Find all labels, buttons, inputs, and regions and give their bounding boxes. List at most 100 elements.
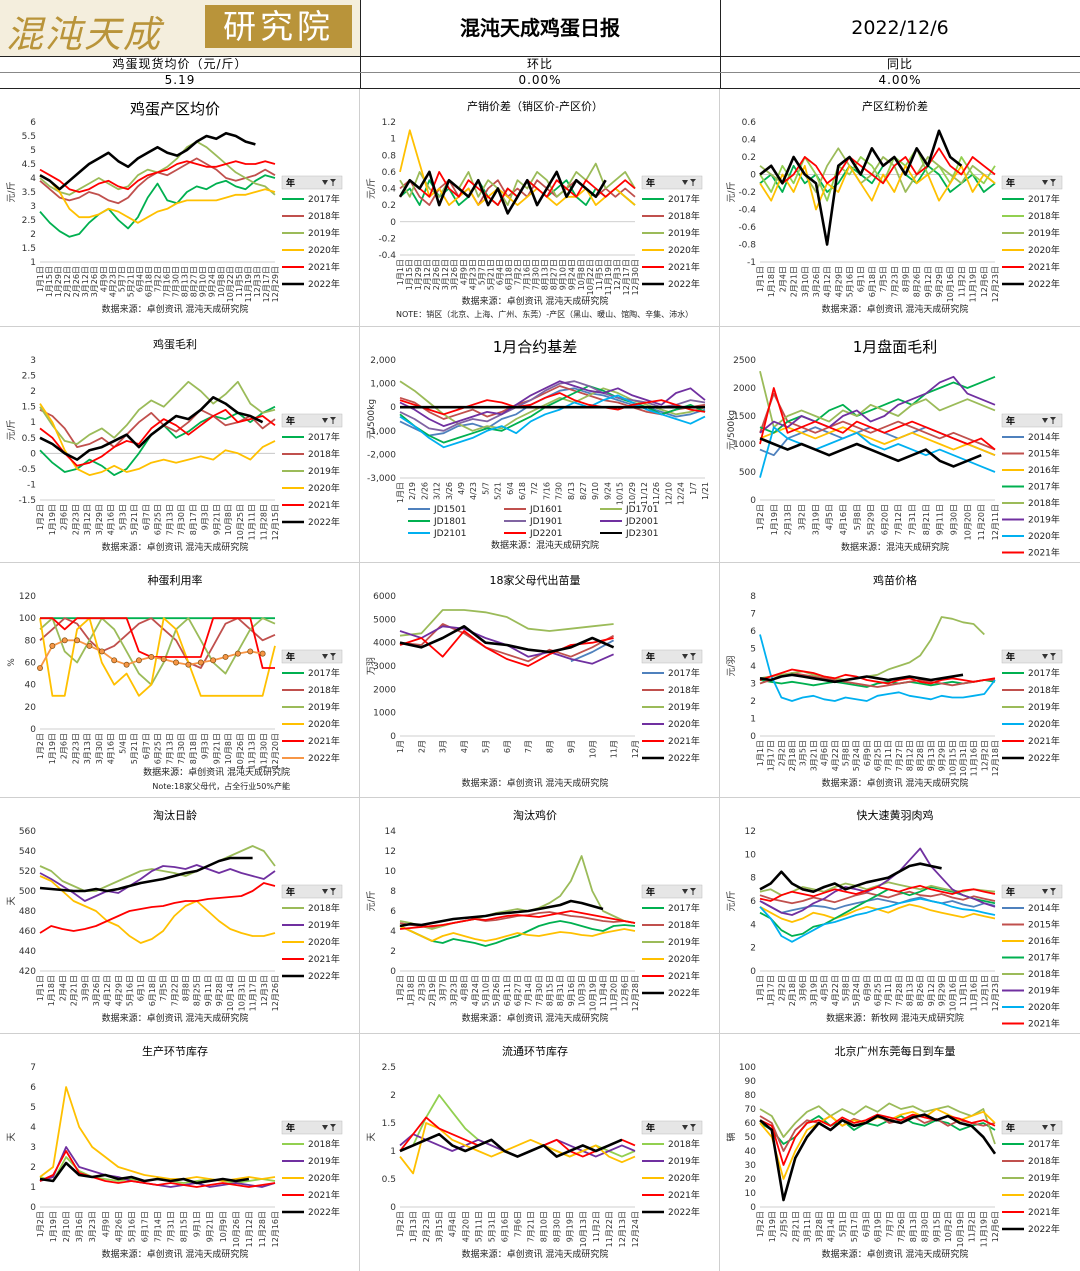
legend-label-2019[interactable]: 2019年 (668, 701, 700, 713)
legend-label-2022[interactable]: 2022年 (308, 516, 340, 528)
legend-label-2017[interactable]: 2017年 (308, 193, 340, 205)
legend-filter-box[interactable] (1001, 1120, 1063, 1135)
legend-filter-box[interactable] (641, 649, 703, 664)
legend-filter-box[interactable] (1001, 884, 1063, 899)
filter-icon[interactable] (322, 1124, 336, 1131)
filter-icon[interactable] (682, 888, 696, 895)
legend-filter-box[interactable] (641, 884, 703, 899)
legend-label-2019[interactable]: 2019年 (1028, 985, 1060, 997)
legend-label-2020[interactable]: 2020年 (668, 1172, 700, 1184)
legend-filter-box[interactable] (1001, 413, 1063, 428)
legend-label-2019[interactable]: 2019年 (668, 227, 700, 239)
legend-label-2018[interactable]: 2018年 (668, 210, 700, 222)
filter-icon[interactable] (682, 1124, 696, 1131)
legend-label-2021[interactable]: 2021年 (308, 735, 340, 747)
legend-label-2018[interactable]: 2018年 (1028, 1155, 1060, 1167)
legend-label-2021[interactable]: 2021年 (1028, 735, 1060, 747)
legend-label-2017[interactable]: 2017年 (1028, 193, 1060, 205)
legend-label-2019[interactable]: 2019年 (308, 701, 340, 713)
legend-label-jd2101[interactable]: JD2101 (433, 529, 467, 539)
legend-label-2022[interactable]: 2022年 (668, 1206, 700, 1218)
legend-label-jd2201[interactable]: JD2201 (529, 529, 563, 539)
legend-label-2018[interactable]: 2018年 (1028, 210, 1060, 222)
filter-icon[interactable] (1042, 179, 1056, 186)
legend-label-jd1501[interactable]: JD1501 (433, 505, 467, 515)
filter-icon[interactable] (1042, 653, 1056, 660)
legend-label-2020[interactable]: 2020年 (308, 1172, 340, 1184)
legend-label-2020[interactable]: 2020年 (308, 244, 340, 256)
filter-icon[interactable] (322, 653, 336, 660)
legend-label-2018[interactable]: 2018年 (1028, 684, 1060, 696)
legend-label-2018[interactable]: 2018年 (308, 684, 340, 696)
legend-label-2019[interactable]: 2019年 (308, 465, 340, 477)
legend-label-2021[interactable]: 2021年 (308, 499, 340, 511)
legend-label-2016[interactable]: 2016年 (1028, 464, 1060, 476)
legend-label-2018[interactable]: 2018年 (1028, 968, 1060, 980)
legend-label-jd2001[interactable]: JD2001 (625, 517, 659, 527)
legend-label-2014[interactable]: 2014年 (1028, 431, 1060, 443)
legend-label-2017[interactable]: 2017年 (1028, 667, 1060, 679)
legend-filter-box[interactable] (281, 413, 343, 428)
legend-label-2019[interactable]: 2019年 (668, 1155, 700, 1167)
legend-label-2021[interactable]: 2021年 (1028, 1018, 1060, 1030)
legend-label-2017[interactable]: 2017年 (1028, 481, 1060, 493)
legend-label-2021[interactable]: 2021年 (668, 1189, 700, 1201)
legend-label-2021[interactable]: 2021年 (668, 970, 700, 982)
legend-label-2022[interactable]: 2022年 (1028, 752, 1060, 764)
legend-label-2017[interactable]: 2017年 (1028, 1138, 1060, 1150)
legend-label-2017[interactable]: 2017年 (308, 431, 340, 443)
legend-label-2017[interactable]: 2017年 (668, 667, 700, 679)
legend-label-jd1701[interactable]: JD1701 (625, 505, 659, 515)
legend-label-2021[interactable]: 2021年 (1028, 261, 1060, 273)
legend-label-2018[interactable]: 2018年 (668, 919, 700, 931)
legend-filter-box[interactable] (281, 884, 343, 899)
legend-label-2018[interactable]: 2018年 (1028, 497, 1060, 509)
legend-label-2020[interactable]: 2020年 (1028, 244, 1060, 256)
legend-filter-box[interactable] (641, 175, 703, 190)
legend-label-2021[interactable]: 2021年 (668, 735, 700, 747)
legend-label-2021[interactable]: 2021年 (1028, 1206, 1060, 1218)
legend-label-2019[interactable]: 2019年 (668, 936, 700, 948)
filter-icon[interactable] (1042, 417, 1056, 424)
legend-filter-box[interactable] (641, 1120, 703, 1135)
legend-label-2020[interactable]: 2020年 (1028, 530, 1060, 542)
filter-icon[interactable] (682, 179, 696, 186)
legend-filter-box[interactable] (1001, 649, 1063, 664)
filter-icon[interactable] (1042, 888, 1056, 895)
legend-label-2020[interactable]: 2020年 (668, 953, 700, 965)
legend-label-2020[interactable]: 2020年 (1028, 1189, 1060, 1201)
legend-label-2020[interactable]: 2020年 (308, 482, 340, 494)
legend-label-2018[interactable]: 2018年 (668, 684, 700, 696)
filter-icon[interactable] (322, 417, 336, 424)
legend-label-2015[interactable]: 2015年 (1028, 448, 1060, 460)
legend-label-2019[interactable]: 2019年 (1028, 227, 1060, 239)
legend-label-2022[interactable]: 2022年 (308, 752, 340, 764)
legend-label-2020[interactable]: 2020年 (668, 244, 700, 256)
legend-label-2022[interactable]: 2022年 (1028, 1223, 1060, 1235)
legend-label-2020[interactable]: 2020年 (1028, 718, 1060, 730)
legend-label-jd1801[interactable]: JD1801 (433, 517, 467, 527)
filter-icon[interactable] (1042, 1124, 1056, 1131)
legend-label-jd2301[interactable]: JD2301 (625, 529, 659, 539)
legend-label-2019[interactable]: 2019年 (308, 919, 340, 931)
legend-label-2022[interactable]: 2022年 (308, 278, 340, 290)
legend-label-2020[interactable]: 2020年 (308, 936, 340, 948)
legend-filter-box[interactable] (281, 649, 343, 664)
legend-label-2019[interactable]: 2019年 (1028, 1172, 1060, 1184)
legend-label-2021[interactable]: 2021年 (1028, 547, 1060, 559)
legend-label-2022[interactable]: 2022年 (308, 1206, 340, 1218)
legend-filter-box[interactable] (281, 175, 343, 190)
legend-filter-box[interactable] (1001, 175, 1063, 190)
legend-label-2019[interactable]: 2019年 (1028, 514, 1060, 526)
legend-label-2018[interactable]: 2018年 (308, 210, 340, 222)
legend-label-2022[interactable]: 2022年 (308, 970, 340, 982)
legend-label-2019[interactable]: 2019年 (1028, 701, 1060, 713)
legend-label-2017[interactable]: 2017年 (308, 667, 340, 679)
legend-label-2019[interactable]: 2019年 (308, 227, 340, 239)
legend-label-2015[interactable]: 2015年 (1028, 919, 1060, 931)
legend-label-2019[interactable]: 2019年 (308, 1155, 340, 1167)
legend-filter-box[interactable] (281, 1120, 343, 1135)
legend-label-2021[interactable]: 2021年 (668, 261, 700, 273)
legend-label-2020[interactable]: 2020年 (308, 718, 340, 730)
legend-label-2018[interactable]: 2018年 (308, 1138, 340, 1150)
